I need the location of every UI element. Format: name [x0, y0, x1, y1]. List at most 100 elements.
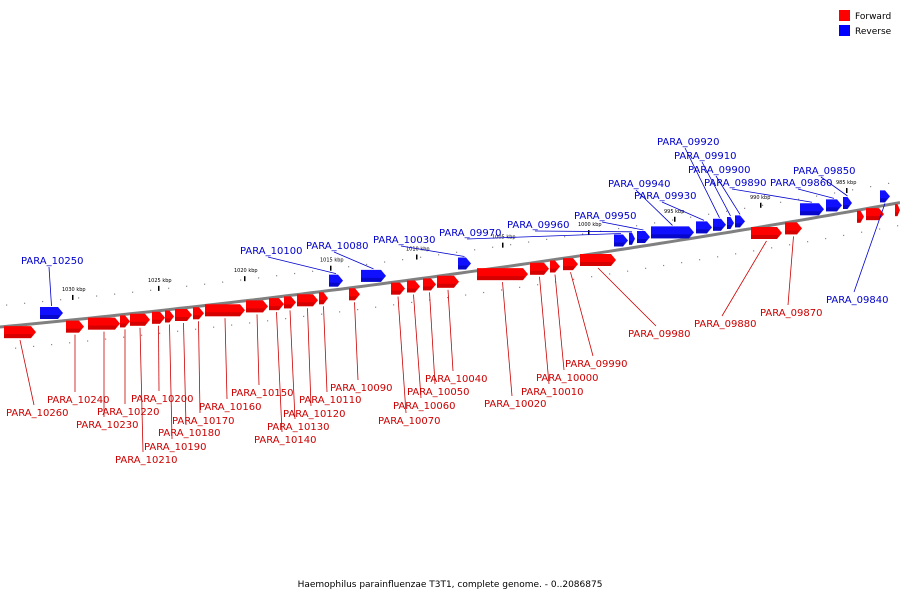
- scale-dot: [708, 213, 710, 215]
- gene-shade: [205, 312, 242, 317]
- scale-dot: [276, 275, 278, 277]
- scale-dot: [870, 186, 872, 188]
- gene-arrow-PARA_10170[interactable]: [193, 307, 204, 320]
- legend-swatch-reverse: [839, 25, 850, 36]
- gene-label[interactable]: PARA_09940: [608, 179, 670, 190]
- gene-arrow-PARA_09950[interactable]: [637, 230, 650, 243]
- gene-arrow-PARA_09870[interactable]: [785, 222, 802, 235]
- gene-arrow-PARA_10190[interactable]: [165, 310, 174, 323]
- gene-label[interactable]: PARA_10100: [240, 246, 302, 257]
- gene-label[interactable]: PARA_10160: [199, 402, 261, 413]
- gene-label[interactable]: PARA_10200: [131, 394, 193, 405]
- gene-label[interactable]: PARA_10090: [330, 383, 392, 394]
- gene-arrow-PARA_09980[interactable]: [580, 254, 616, 267]
- gene-arrow-PARA_09840[interactable]: [880, 190, 890, 203]
- gene-arrow-PARA_09860[interactable]: [826, 199, 842, 212]
- gene-label[interactable]: PARA_09920: [657, 137, 719, 148]
- gene-arrow-PARA_10010[interactable]: [530, 262, 549, 275]
- gene-label[interactable]: PARA_10260: [6, 408, 68, 419]
- gene-label[interactable]: PARA_09840: [826, 295, 888, 306]
- scale-dot: [654, 222, 656, 224]
- gene-label[interactable]: PARA_09960: [507, 220, 569, 231]
- gene-label[interactable]: PARA_09850: [793, 166, 855, 177]
- gene-label[interactable]: PARA_10230: [76, 420, 138, 431]
- gene-label[interactable]: PARA_09990: [565, 359, 627, 370]
- gene-arrow-PARA_10260[interactable]: [4, 326, 36, 339]
- gene-label[interactable]: PARA_10210: [115, 455, 177, 466]
- gene-arrow-PARA_10030[interactable]: [458, 257, 471, 270]
- gene-arrow-PARA_10070[interactable]: [391, 282, 405, 295]
- gene-label[interactable]: PARA_10080: [306, 241, 368, 252]
- gene-label[interactable]: PARA_10030: [373, 235, 435, 246]
- scale-dot: [285, 318, 287, 320]
- gene-label[interactable]: PARA_10240: [47, 395, 109, 406]
- gene-label[interactable]: PARA_09980: [628, 329, 690, 340]
- gene-label[interactable]: PARA_10220: [97, 407, 159, 418]
- gene-arrow-PARA_10060[interactable]: [407, 280, 420, 293]
- gene-label[interactable]: PARA_10140: [254, 435, 316, 446]
- gene-label[interactable]: PARA_09900: [688, 165, 750, 176]
- gene-label[interactable]: PARA_10250: [21, 256, 83, 267]
- gene-label[interactable]: PARA_09870: [760, 308, 822, 319]
- gene-arrow-PARA_09990[interactable]: [563, 258, 578, 271]
- gene-label[interactable]: PARA_10020: [484, 399, 546, 410]
- gene-arrow-PARA_10100[interactable]: [329, 274, 343, 287]
- gene-arrow-PARA_10250[interactable]: [40, 306, 63, 319]
- gene-label[interactable]: PARA_09970: [439, 228, 501, 239]
- gene-arrow-PARA_10130[interactable]: [284, 296, 296, 309]
- gene-arrow-PARA_09960[interactable]: [629, 232, 635, 245]
- gene-label[interactable]: PARA_09880: [694, 319, 756, 330]
- gene-arrow-PARA_09880[interactable]: [751, 226, 782, 239]
- gene-arrow-PARA_09850[interactable]: [843, 197, 852, 210]
- gene-label[interactable]: PARA_09910: [674, 151, 736, 162]
- gene-leader-line: [534, 230, 633, 233]
- gene-arrow-unlabeled[interactable]: [857, 210, 864, 223]
- gene-arrow-PARA_10200[interactable]: [152, 311, 165, 324]
- gene-label[interactable]: PARA_10110: [299, 395, 361, 406]
- gene-arrow-PARA_10120[interactable]: [297, 294, 318, 307]
- scale-dot: [357, 308, 359, 311]
- gene-label[interactable]: PARA_09930: [634, 191, 696, 202]
- gene-arrow-unlabeled[interactable]: [895, 204, 900, 217]
- gene-arrow-PARA_09920[interactable]: [713, 218, 726, 231]
- gene-arrow-PARA_10020[interactable]: [477, 268, 528, 281]
- gene-arrow-PARA_10050[interactable]: [423, 278, 436, 291]
- gene-label[interactable]: PARA_10040: [425, 374, 487, 385]
- gene-label[interactable]: PARA_10050: [407, 387, 469, 398]
- gene-label[interactable]: PARA_10180: [158, 428, 220, 439]
- gene-arrow-PARA_10210[interactable]: [130, 313, 150, 326]
- gene-arrow-PARA_10000[interactable]: [550, 260, 560, 273]
- gene-label[interactable]: PARA_10130: [267, 422, 329, 433]
- gene-label[interactable]: PARA_10070: [378, 416, 440, 427]
- gene-arrow-PARA_10180[interactable]: [175, 308, 192, 321]
- gene-arrow-PARA_09970[interactable]: [614, 234, 628, 247]
- gene-label[interactable]: PARA_09860: [770, 178, 832, 189]
- gene-arrow-PARA_09910[interactable]: [727, 216, 734, 229]
- gene-arrow-PARA_10160[interactable]: [205, 304, 245, 317]
- gene-arrow-PARA_10140[interactable]: [269, 298, 284, 311]
- gene-arrow-PARA_10240[interactable]: [66, 320, 84, 333]
- gene-arrow-PARA_09940[interactable]: [651, 226, 694, 239]
- gene-arrow-PARA_09890[interactable]: [800, 203, 824, 216]
- gene-arrow-PARA_09930[interactable]: [696, 221, 712, 234]
- gene-label[interactable]: PARA_10150: [231, 388, 293, 399]
- gene-label[interactable]: PARA_09890: [704, 178, 766, 189]
- gene-label[interactable]: PARA_10120: [283, 409, 345, 420]
- gene-arrow-PARA_10220[interactable]: [120, 315, 130, 328]
- gene-label[interactable]: PARA_10190: [144, 442, 206, 453]
- gene-arrow-PARA_09900[interactable]: [735, 215, 745, 228]
- gene-label[interactable]: PARA_10060: [393, 401, 455, 412]
- gene-arrow-PARA_10040[interactable]: [437, 275, 459, 288]
- gene-arrow-PARA_10090[interactable]: [349, 288, 360, 301]
- gene-label[interactable]: PARA_10170: [172, 416, 234, 427]
- gene-arrow-unlabeled[interactable]: [866, 208, 884, 221]
- gene-arrow-PARA_10230[interactable]: [88, 317, 120, 330]
- gene-arrow-PARA_10110[interactable]: [319, 292, 328, 305]
- gene-label[interactable]: PARA_09950: [574, 211, 636, 222]
- gene-label[interactable]: PARA_10000: [536, 373, 598, 384]
- gene-arrow-PARA_10150[interactable]: [246, 300, 268, 313]
- gene-arrow-PARA_10080[interactable]: [361, 269, 386, 282]
- gene-label[interactable]: PARA_10010: [521, 387, 583, 398]
- scale-dot: [492, 246, 494, 248]
